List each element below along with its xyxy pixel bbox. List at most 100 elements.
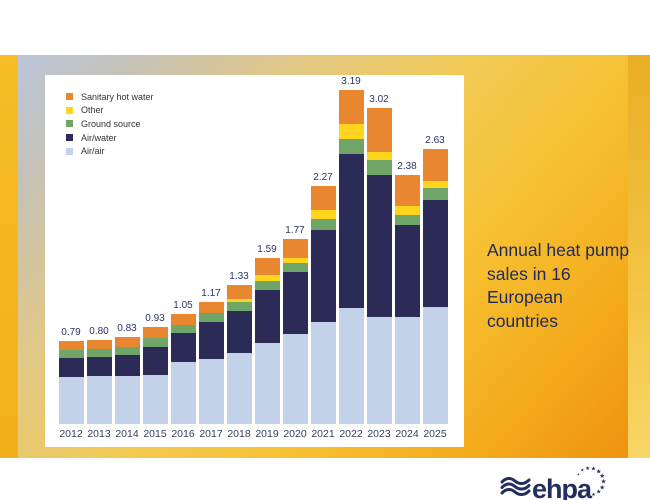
bar-segment-2020-ground-source <box>282 262 308 273</box>
bar-value-label-2025: 2.63 <box>425 134 445 146</box>
bar-segment-2025-other <box>422 181 448 189</box>
star-icon: ★ <box>585 492 589 497</box>
bar-segment-2017-ground-source <box>198 313 224 323</box>
star-icon: ★ <box>601 478 607 486</box>
bar-value-label-2019: 1.59 <box>257 243 277 255</box>
bar-segment-2021-ground-source <box>310 218 336 231</box>
bar-segment-2025-air-water <box>422 199 448 307</box>
bar-segment-2012-air-water <box>58 358 84 377</box>
bar-segment-2025-sanitary-hot-water <box>422 148 448 182</box>
star-icon: ★ <box>591 465 596 472</box>
stars-icon: ★★ ★ ★ ★★★★★★★ <box>577 465 607 498</box>
bar-segment-2020-air-water <box>282 272 308 334</box>
x-axis-label-2013: 2013 <box>87 428 111 440</box>
bar-segment-2018-ground-source <box>226 301 252 311</box>
legend-swatch-icon <box>66 120 73 128</box>
bar-segment-2022-sanitary-hot-water <box>338 90 364 124</box>
bar-value-label-2022: 3.19 <box>341 76 361 87</box>
legend-item: Air/air <box>66 144 154 158</box>
bar-segment-2014-sanitary-hot-water <box>114 337 140 347</box>
bar-segment-2022-other <box>338 123 364 140</box>
bar-segment-2019-air-air <box>254 343 280 424</box>
legend-item: Other <box>66 104 154 118</box>
bar-segment-2022-air-water <box>338 153 364 308</box>
chart-legend: Sanitary hot water Other Ground source Air/… <box>66 90 154 158</box>
logo-wordmark: ehpa <box>532 474 593 500</box>
slide-background: Sanitary hot water Other Ground source Air/… <box>0 55 650 500</box>
bar-value-label-2018: 1.33 <box>229 270 249 282</box>
x-axis-label-2019: 2019 <box>255 428 279 440</box>
bar-segment-2021-air-air <box>310 322 336 424</box>
bar-segment-2021-air-water <box>310 230 336 323</box>
bar-segment-2022-air-air <box>338 307 364 424</box>
x-axis-label-2018: 2018 <box>227 428 251 440</box>
bar-segment-2019-other <box>254 275 280 281</box>
left-gold-strip <box>0 55 18 458</box>
star-icon: ★ <box>591 492 596 498</box>
bar-segment-2016-sanitary-hot-water <box>170 314 196 325</box>
legend-swatch-icon <box>66 106 73 114</box>
x-axis-label-2025: 2025 <box>423 428 447 440</box>
bar-segment-2023-air-water <box>366 174 392 318</box>
bar-segment-2012-ground-source <box>58 349 84 359</box>
bar-segment-2021-other <box>310 210 336 219</box>
legend-item: Sanitary hot water <box>66 90 154 104</box>
bar-segment-2016-air-air <box>170 362 196 424</box>
bar-segment-2016-ground-source <box>170 324 196 333</box>
bar-segment-2023-ground-source <box>366 160 392 175</box>
bar-segment-2024-air-air <box>394 317 420 424</box>
bar-segment-2020-sanitary-hot-water <box>282 238 308 258</box>
legend-swatch-icon <box>66 134 73 142</box>
bar-value-label-2013: 0.80 <box>89 326 109 338</box>
x-axis-label-2020: 2020 <box>283 428 307 440</box>
bar-segment-2016-air-water <box>170 332 196 363</box>
bar-segment-2013-ground-source <box>86 348 112 357</box>
bar-segment-2022-ground-source <box>338 139 364 154</box>
star-icon: ★ <box>596 467 602 475</box>
x-axis-label-2016: 2016 <box>171 428 195 440</box>
bar-segment-2012-sanitary-hot-water <box>58 341 84 350</box>
bar-segment-2025-air-air <box>422 306 448 424</box>
bar-segment-2013-air-water <box>86 356 112 376</box>
bar-value-label-2020: 1.77 <box>285 224 305 236</box>
x-axis-label-2023: 2023 <box>367 428 391 440</box>
bar-segment-2025-ground-source <box>422 188 448 200</box>
bar-segment-2012-air-air <box>58 376 84 424</box>
legend-label: Sanitary hot water <box>81 91 154 102</box>
bar-value-label-2024: 2.38 <box>397 160 417 172</box>
bar-value-label-2021: 2.27 <box>313 172 333 184</box>
star-icon: ★ <box>577 473 581 477</box>
bar-segment-2024-ground-source <box>394 214 420 226</box>
ehpa-logo: ehpa ★★ ★ ★ ★★★★★★★ <box>500 465 607 500</box>
bar-segment-2023-air-air <box>366 317 392 424</box>
bar-segment-2013-air-air <box>86 375 112 424</box>
bar-segment-2018-sanitary-hot-water <box>226 284 252 300</box>
bar-segment-2024-other <box>394 206 420 215</box>
bar-segment-2024-sanitary-hot-water <box>394 174 420 207</box>
bar-segment-2018-air-water <box>226 310 252 353</box>
bar-value-label-2016: 1.05 <box>173 300 193 312</box>
bar-segment-2015-sanitary-hot-water <box>142 326 168 339</box>
bar-segment-2019-air-water <box>254 289 280 344</box>
bar-segment-2017-air-water <box>198 322 224 360</box>
legend-label: Ground source <box>81 118 141 129</box>
star-icon: ★ <box>580 468 585 473</box>
bar-segment-2017-sanitary-hot-water <box>198 301 224 314</box>
legend-item: Ground source <box>66 117 154 131</box>
x-axis-label-2021: 2021 <box>311 428 335 440</box>
bar-segment-2018-air-air <box>226 352 252 424</box>
chart-caption: Annual heat pump sales in 16 European co… <box>487 240 630 331</box>
x-axis-label-2017: 2017 <box>199 428 223 440</box>
bar-segment-2014-ground-source <box>114 346 140 355</box>
x-axis-label-2014: 2014 <box>115 428 139 440</box>
star-icon: ★ <box>596 489 601 496</box>
bar-value-label-2014: 0.83 <box>117 323 137 335</box>
bar-segment-2018-other <box>226 299 252 302</box>
legend-label: Air/water <box>81 132 117 143</box>
bar-segment-2014-air-water <box>114 354 140 376</box>
star-icon: ★ <box>585 465 590 472</box>
legend-label: Air/air <box>81 146 105 157</box>
bar-segment-2021-sanitary-hot-water <box>310 186 336 211</box>
bar-value-label-2017: 1.17 <box>201 287 221 299</box>
